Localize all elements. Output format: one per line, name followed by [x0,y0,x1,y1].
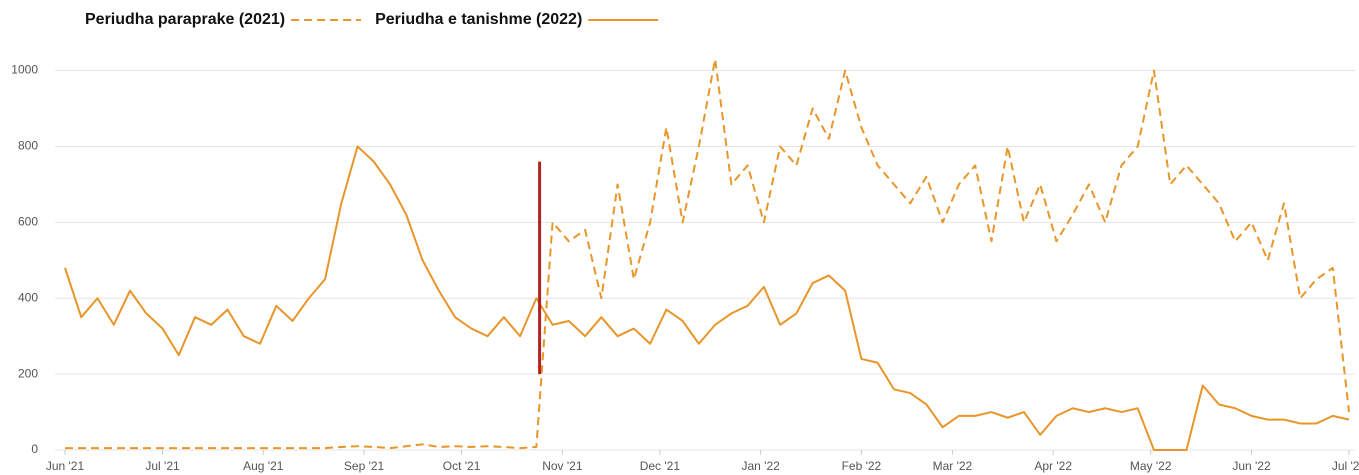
y-tick-label: 200 [18,366,38,380]
y-tick-label: 0 [31,442,38,456]
x-tick-label: Nov '21 [542,459,583,473]
x-tick-label: Jun '22 [1232,459,1271,473]
x-tick-label: Apr '22 [1034,459,1072,473]
x-tick-label: Sep '21 [344,459,385,473]
x-tick-label: Jul '21 [145,459,180,473]
legend-label: Periudha paraprake (2021) [85,11,285,28]
legend: Periudha paraprake (2021) Periudha e tani… [85,11,659,28]
x-tick-label: Jan '22 [741,459,780,473]
series-line [64,145,1350,451]
x-tick-label: Oct '21 [443,459,481,473]
x-tick-label: Dec '21 [640,459,681,473]
x-tick-label: Jun '21 [46,459,85,473]
y-tick-label: 400 [18,290,38,304]
series-line [65,58,1350,450]
x-tick-label: Mar '22 [933,459,973,473]
legend-label: Periudha e tanishme (2022) [375,11,582,28]
y-tick-label: 1000 [11,63,38,77]
x-tick-label: Feb '22 [842,459,882,473]
y-tick-label: 600 [18,215,38,229]
x-tick-label: May '22 [1130,459,1172,473]
y-tick-label: 800 [18,139,38,153]
x-tick-label: Aug '21 [243,459,284,473]
x-tick-label: Jul '22 [1332,459,1359,473]
